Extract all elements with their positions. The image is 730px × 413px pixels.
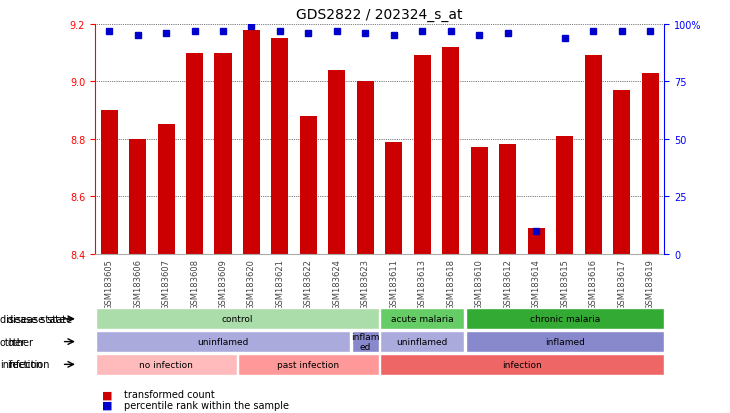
Bar xyxy=(328,71,345,254)
Bar xyxy=(385,142,402,254)
Bar xyxy=(300,116,317,254)
Text: uninflamed: uninflamed xyxy=(396,337,448,346)
Text: transformed count: transformed count xyxy=(124,389,215,399)
Text: infection: infection xyxy=(0,359,42,370)
Text: control: control xyxy=(221,315,253,323)
Bar xyxy=(471,148,488,254)
Text: disease state: disease state xyxy=(7,314,72,324)
Text: other: other xyxy=(7,337,34,347)
Bar xyxy=(243,31,260,254)
Text: no infection: no infection xyxy=(139,360,193,369)
Title: GDS2822 / 202324_s_at: GDS2822 / 202324_s_at xyxy=(296,8,463,22)
Bar xyxy=(613,91,630,254)
Text: past infection: past infection xyxy=(277,360,339,369)
Text: inflam
ed: inflam ed xyxy=(351,332,380,351)
Bar xyxy=(556,137,573,254)
Text: inflamed: inflamed xyxy=(545,337,585,346)
Text: ■: ■ xyxy=(102,400,112,410)
Bar xyxy=(499,145,516,254)
Bar xyxy=(129,139,146,254)
Bar xyxy=(528,228,545,254)
Text: percentile rank within the sample: percentile rank within the sample xyxy=(124,400,289,410)
Text: uninflamed: uninflamed xyxy=(197,337,249,346)
Bar xyxy=(215,53,231,254)
Bar xyxy=(158,125,174,254)
Text: acute malaria: acute malaria xyxy=(391,315,453,323)
Bar xyxy=(186,53,203,254)
Text: chronic malaria: chronic malaria xyxy=(529,315,600,323)
Text: disease state: disease state xyxy=(0,314,65,324)
Bar xyxy=(642,74,658,254)
Text: infection: infection xyxy=(7,359,50,370)
Bar xyxy=(357,82,374,254)
Bar xyxy=(272,39,288,254)
Bar xyxy=(585,56,602,254)
Text: other: other xyxy=(0,337,26,347)
Bar xyxy=(101,111,118,254)
Bar xyxy=(442,48,459,254)
Text: infection: infection xyxy=(502,360,542,369)
Text: ■: ■ xyxy=(102,389,112,399)
Bar xyxy=(414,56,431,254)
